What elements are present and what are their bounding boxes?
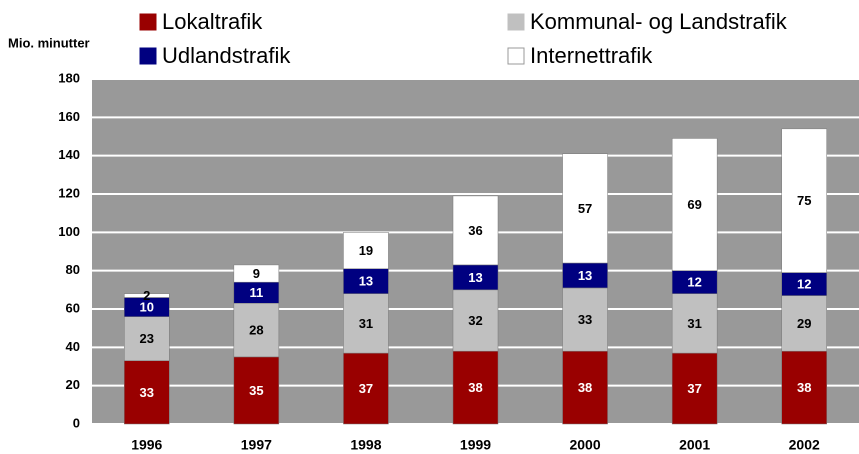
data-label: 38 (797, 380, 811, 395)
bar-segment (452, 350, 499, 425)
data-label: 11 (249, 285, 263, 300)
data-label: 57 (578, 201, 592, 216)
data-label: 13 (359, 274, 373, 289)
bar-segment (671, 352, 718, 425)
legend-label: Internettrafik (530, 43, 653, 68)
bar-segment (671, 138, 718, 271)
bar-segment (452, 195, 499, 266)
data-label: 36 (468, 223, 482, 238)
bar-segment (562, 350, 608, 425)
y-axis-label: Mio. minutter (8, 35, 90, 50)
bar-segment (671, 293, 718, 354)
data-label: 31 (687, 316, 701, 331)
data-label: 23 (140, 331, 154, 346)
y-tick-label: 140 (58, 147, 80, 162)
y-tick-label: 100 (58, 224, 80, 239)
y-tick-label: 180 (58, 70, 80, 85)
legend-swatch (139, 13, 157, 31)
data-label: 37 (687, 381, 701, 396)
bar-segment (124, 293, 170, 298)
legend-swatch (139, 47, 157, 65)
x-tick-label: 2002 (789, 437, 820, 453)
bar-segment (343, 268, 389, 294)
data-label: 32 (468, 313, 482, 328)
y-tick-label: 120 (58, 185, 80, 200)
y-tick-label: 160 (58, 109, 80, 124)
bar-segment (124, 360, 170, 425)
data-label: 29 (797, 316, 811, 331)
bar-segment (781, 350, 827, 425)
data-label: 37 (359, 381, 373, 396)
bar-segment (562, 262, 608, 289)
x-tick-label: 1997 (241, 437, 272, 453)
bar-segment (343, 293, 389, 354)
legend-label: Lokaltrafik (162, 9, 263, 34)
data-label: 13 (578, 268, 592, 283)
bar-segment (343, 232, 389, 269)
data-label: 75 (797, 193, 811, 208)
x-tick-label: 2001 (679, 437, 710, 453)
data-label: 2 (143, 288, 150, 303)
y-tick-label: 20 (66, 377, 80, 392)
data-label: 31 (359, 316, 373, 331)
x-tick-label: 1996 (131, 437, 162, 453)
x-tick-label: 2000 (569, 437, 600, 453)
y-tick-label: 80 (66, 262, 80, 277)
data-label: 9 (253, 266, 260, 281)
legend-label: Kommunal- og Landstrafik (530, 9, 788, 34)
data-label: 69 (687, 197, 701, 212)
data-label: 38 (578, 380, 592, 395)
legend-swatch (507, 13, 525, 31)
data-label: 33 (578, 312, 592, 327)
data-label: 19 (359, 243, 373, 258)
x-tick-label: 1999 (460, 437, 491, 453)
bar-segment (781, 128, 827, 273)
data-label: 28 (249, 323, 263, 338)
data-label: 12 (797, 277, 811, 292)
bar-segment (781, 295, 827, 352)
data-label: 10 (140, 300, 154, 315)
bar-segment (562, 287, 608, 352)
bar-segment (233, 356, 280, 425)
legend-swatch (507, 47, 525, 65)
bar-segment (124, 316, 170, 361)
bar-segment (233, 264, 280, 283)
y-tick-label: 0 (73, 415, 80, 430)
data-label: 35 (249, 383, 263, 398)
y-tick-label: 60 (66, 300, 80, 315)
data-label: 12 (687, 275, 701, 290)
data-label: 38 (468, 380, 482, 395)
bar-segment (562, 153, 608, 264)
bar-segment (233, 303, 280, 358)
x-tick-label: 1998 (350, 437, 381, 453)
legend-label: Udlandstrafik (162, 43, 291, 68)
data-label: 33 (140, 385, 154, 400)
y-tick-label: 40 (66, 339, 80, 354)
bar-segment (343, 352, 389, 425)
data-label: 13 (468, 270, 482, 285)
